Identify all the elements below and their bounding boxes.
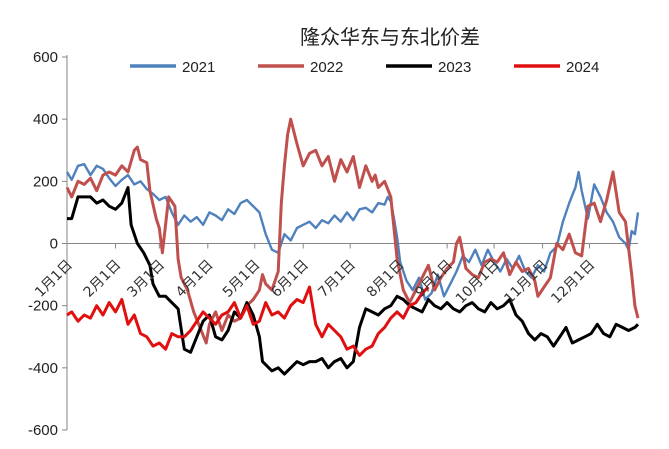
series-line-2024 xyxy=(66,285,430,357)
x-tick-label: 12月1日 xyxy=(548,257,598,307)
y-tick-label: 200 xyxy=(33,173,58,190)
legend-label-2022: 2022 xyxy=(310,59,343,76)
y-tick-label: -600 xyxy=(28,422,58,439)
y-tick-label: -400 xyxy=(28,360,58,377)
y-tick-label: 600 xyxy=(33,49,58,66)
y-tick-label: 0 xyxy=(50,236,58,253)
series-line-2022 xyxy=(65,117,640,345)
chart-title: 隆众华东与东北价差 xyxy=(300,25,480,49)
series-lines xyxy=(65,117,640,376)
x-tick-label: 1月1日 xyxy=(32,257,76,301)
legend: 2021 2022 2023 2024 xyxy=(130,59,599,76)
y-tick-label: -200 xyxy=(28,298,58,315)
legend-label-2023: 2023 xyxy=(438,59,471,76)
axes: 600 400 200 0 -200 -400 -600 xyxy=(28,49,638,439)
legend-label-2024: 2024 xyxy=(566,59,599,76)
x-tick-label: 3月1日 xyxy=(124,257,168,301)
x-tick-label: 7月1日 xyxy=(315,257,359,301)
legend-label-2021: 2021 xyxy=(182,59,215,76)
y-tick-label: 400 xyxy=(33,111,58,128)
x-tick-label: 2月1日 xyxy=(81,257,125,301)
series-line-2023 xyxy=(67,186,640,376)
